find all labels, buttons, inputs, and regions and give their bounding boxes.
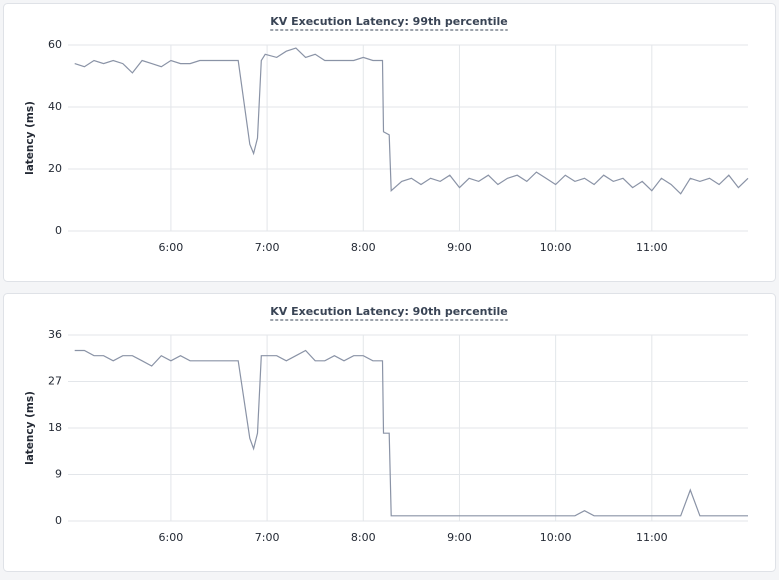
chart-title: KV Execution Latency: 90th percentile: [270, 305, 508, 318]
x-tick-label: 10:00: [540, 531, 572, 544]
y-tick-label: 40: [48, 100, 62, 113]
y-tick-label: 36: [48, 328, 62, 341]
x-tick-label: 8:00: [351, 241, 376, 254]
y-axis-label: latency (ms): [24, 101, 36, 175]
chart-title: KV Execution Latency: 99th percentile: [270, 15, 508, 28]
panel: [3, 293, 776, 572]
y-tick-label: 0: [55, 514, 62, 527]
series-line: [74, 349, 748, 517]
y-tick-label: 0: [55, 224, 62, 237]
x-tick-label: 11:00: [636, 531, 668, 544]
x-tick-label: 9:00: [447, 241, 472, 254]
x-tick-label: 9:00: [447, 531, 472, 544]
y-tick-label: 20: [48, 162, 62, 175]
x-tick-label: 11:00: [636, 241, 668, 254]
x-tick-label: 8:00: [351, 531, 376, 544]
x-tick-label: 7:00: [255, 531, 280, 544]
x-tick-label: 7:00: [255, 241, 280, 254]
x-tick-label: 6:00: [159, 241, 184, 254]
y-tick-label: 18: [48, 421, 62, 434]
series-line: [74, 47, 749, 195]
y-axis-label: latency (ms): [24, 391, 36, 465]
x-tick-label: 6:00: [159, 531, 184, 544]
y-tick-label: 9: [55, 468, 62, 481]
y-tick-label: 60: [48, 38, 62, 51]
x-tick-label: 10:00: [540, 241, 572, 254]
y-tick-label: 27: [48, 375, 62, 388]
